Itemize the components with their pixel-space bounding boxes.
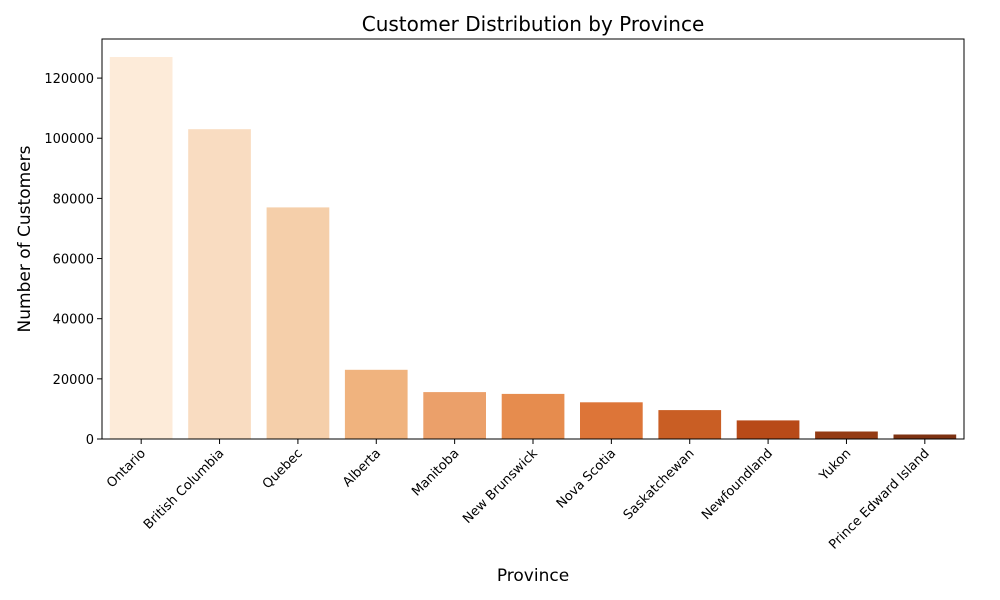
bar-yukon: [815, 431, 878, 439]
bar-new-brunswick: [501, 393, 565, 439]
x-tick-label: New Brunswick: [460, 446, 541, 527]
x-tick-label: Nova Scotia: [554, 446, 619, 511]
y-tick-label: 100000: [44, 132, 94, 147]
y-tick-label: 20000: [53, 373, 94, 388]
bars: [109, 57, 957, 439]
chart-title: Customer Distribution by Province: [362, 12, 705, 36]
x-tick-label: Saskatchewan: [621, 446, 698, 523]
y-tick-label: 0: [86, 433, 94, 448]
y-axis: 0 20000 40000 60000 80000 100000 120000: [44, 72, 102, 448]
x-tick-label: British Columbia: [141, 446, 227, 532]
bar-newfoundland: [736, 420, 800, 439]
x-tick-label: Newfoundland: [699, 446, 776, 523]
x-axis-label: Province: [497, 566, 569, 586]
x-tick-label: Quebec: [260, 446, 306, 492]
y-tick-label: 120000: [44, 72, 94, 87]
bar-manitoba: [423, 392, 486, 439]
y-tick-label: 80000: [53, 192, 94, 207]
bar-british-columbia: [188, 129, 251, 439]
bar-alberta: [344, 369, 408, 439]
y-axis-label: Number of Customers: [15, 145, 35, 332]
bar-quebec: [266, 207, 330, 439]
x-tick-label: Manitoba: [409, 446, 462, 499]
bar-ontario: [109, 57, 173, 439]
bar-saskatchewan: [658, 410, 722, 439]
bar-prince-edward-island: [893, 434, 957, 439]
x-tick-label: Alberta: [340, 446, 384, 490]
bar-nova-scotia: [580, 402, 643, 439]
x-tick-label: Ontario: [104, 446, 149, 491]
y-tick-label: 60000: [53, 253, 94, 268]
y-tick-label: 40000: [53, 313, 94, 328]
x-tick-label: Yukon: [816, 446, 854, 484]
